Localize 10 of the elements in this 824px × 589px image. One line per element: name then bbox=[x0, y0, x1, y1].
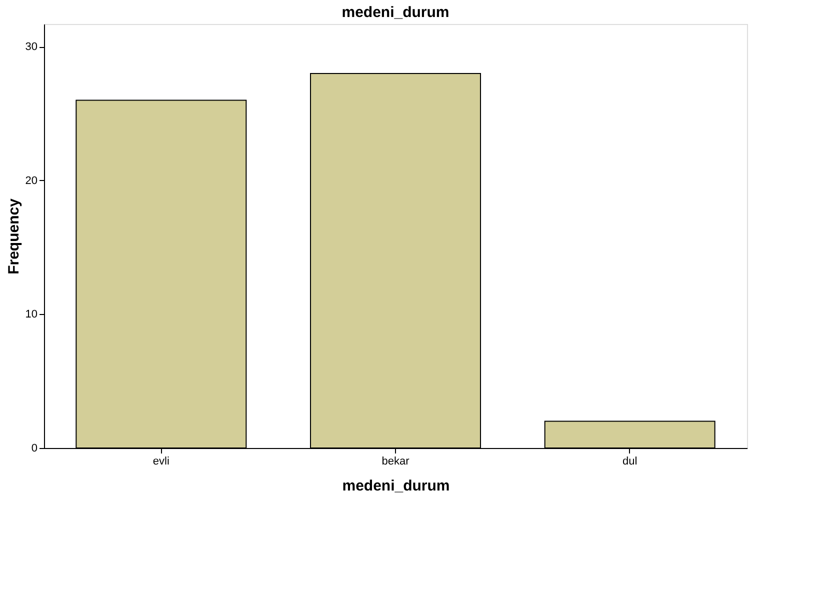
y-tick-label: 20 bbox=[25, 174, 38, 187]
x-axis-title: medeni_durum bbox=[342, 478, 450, 494]
y-axis-title: Frequency bbox=[5, 198, 22, 274]
y-tick-label: 0 bbox=[31, 442, 38, 454]
x-tick-label: dul bbox=[622, 456, 638, 468]
y-tick-label: 10 bbox=[25, 308, 38, 321]
chart-title: medeni_durum bbox=[342, 4, 450, 21]
x-tick-label: evli bbox=[152, 456, 170, 468]
x-tick-label: bekar bbox=[382, 456, 410, 468]
y-tick-label: 30 bbox=[25, 41, 38, 54]
